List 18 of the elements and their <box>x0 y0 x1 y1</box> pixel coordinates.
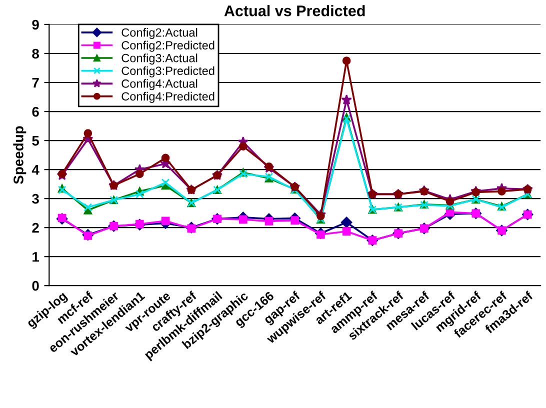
y-tick-label: 3 <box>32 194 39 204</box>
legend-label: Config3:Actual <box>122 54 198 65</box>
y-tick-label: 7 <box>32 78 39 88</box>
y-tick-label: 8 <box>32 48 39 59</box>
legend-label: Config3:Predicted <box>122 66 214 78</box>
legend-label: Config2:Predicted <box>122 40 214 52</box>
legend-label: Config4:Predicted <box>122 92 214 103</box>
y-tick-label: 0 <box>32 280 39 291</box>
y-tick-label: 4 <box>32 165 40 175</box>
y-tick-label: 6 <box>32 106 39 117</box>
y-tick-label: 9 <box>32 20 39 30</box>
chart-title: Actual vs Predicted <box>224 5 365 16</box>
y-tick-label: 2 <box>32 222 39 233</box>
legend-label: Config2:Actual <box>122 28 198 40</box>
legend-label: Config4:Actual <box>122 79 198 90</box>
y-axis-title: Speedup <box>13 126 26 184</box>
y-tick-label: 5 <box>32 136 40 146</box>
y-tick-label: 1 <box>32 252 40 262</box>
